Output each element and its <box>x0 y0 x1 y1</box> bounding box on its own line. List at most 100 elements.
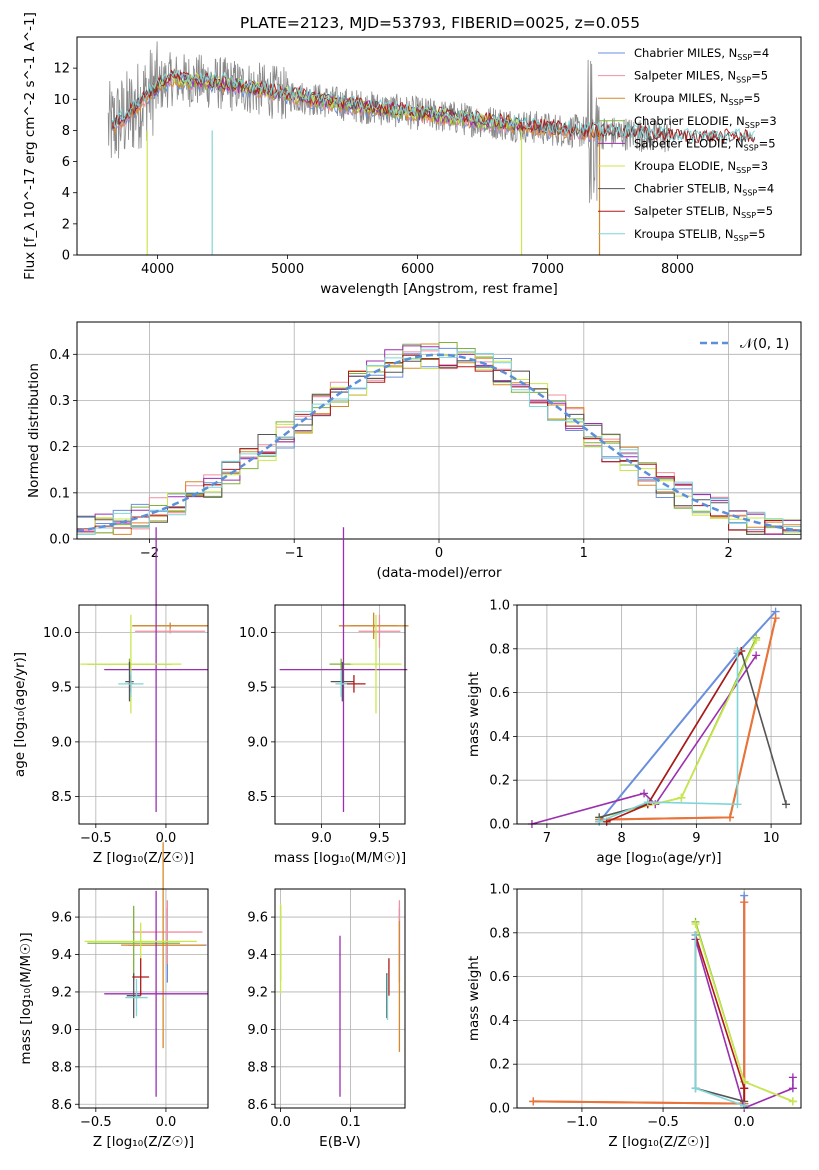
panel-2-ytick-label: 8.5 <box>51 790 72 805</box>
series-marker-salpeter_miles <box>771 614 780 623</box>
legend-label: Salpeter STELIB, NSSP=5 <box>634 204 773 220</box>
legend-label: Kroupa ELODIE, NSSP=3 <box>634 159 768 175</box>
panel-5-xlabel: Z [log₁₀(Z/Z☉)] <box>93 1134 194 1150</box>
series-marker-salpeter_miles <box>529 1097 538 1106</box>
panel-0-ytick-label: 0 <box>62 249 70 264</box>
series-marker-kroupa_stelib <box>643 798 652 807</box>
panel-6-points <box>279 900 401 1097</box>
panel-0-legend: Chabrier MILES, NSSP=4 Salpeter MILES, NS… <box>598 46 777 243</box>
panel-1-xlabel: (data-model)/error <box>376 565 502 581</box>
panel-6-ytick-label: 9.4 <box>247 948 268 963</box>
panel-2-ylabel: age [log₁₀(age/yr)] <box>12 652 28 777</box>
panel-2-ytick-label: 9.5 <box>51 681 72 696</box>
series-marker-salpeter_elodie <box>640 789 649 798</box>
panel-1-ytick-label: 0.1 <box>49 486 70 501</box>
series-marker-kroupa_stelib <box>733 646 742 655</box>
legend-label: Chabrier STELIB, NSSP=4 <box>634 182 774 198</box>
panel-3-ytick-label: 10.0 <box>239 626 268 641</box>
panel-5-ytick-label: 9.2 <box>51 985 72 1000</box>
panel-7-ytick-label: 0.0 <box>489 1102 510 1117</box>
panel-3-frame <box>274 604 406 825</box>
panel-1-xtick-label: 2 <box>724 546 732 561</box>
panel-4-lines <box>527 607 791 828</box>
panel-5-points <box>84 842 208 1097</box>
panel-6-ytick-label: 9.0 <box>247 1023 268 1038</box>
panel-0-ytick-label: 8 <box>62 124 70 139</box>
series-line-salpeter_elodie <box>694 939 794 1110</box>
panel-4-ytick-label: 0.8 <box>489 642 510 657</box>
panel-0-ytick-label: 10 <box>53 93 70 108</box>
panel-1-ytick-label: 0.4 <box>49 348 70 363</box>
series-marker-kroupa_stelib <box>733 800 742 809</box>
legend-label: Salpeter MILES, NSSP=5 <box>634 69 768 85</box>
panel-5-ytick-label: 8.8 <box>51 1060 72 1075</box>
series-line-kroupa_miles <box>533 902 746 1105</box>
legend-label: Kroupa MILES, NSSP=5 <box>634 91 760 107</box>
panel-4-ytick-label: 0.2 <box>489 774 510 789</box>
panel-0-xtick-label: 4000 <box>141 262 174 277</box>
panel-1-xtick-label: 0 <box>435 546 443 561</box>
panel-2-xtick-label: −0.5 <box>80 831 112 846</box>
panel-7-xtick-label: −0.5 <box>647 1115 679 1130</box>
panel-4-xlabel: age [log₁₀(age/yr)] <box>596 850 721 866</box>
panel-0-xtick-label: 5000 <box>271 262 304 277</box>
panel-3-points <box>279 527 409 812</box>
panel-4-xtick-label: 7 <box>543 831 551 846</box>
panel-3-axes <box>271 605 405 828</box>
series-line-chabrier_miles <box>598 610 777 823</box>
panel-5-xtick-label: −0.5 <box>80 1115 112 1130</box>
panel-2-points <box>80 527 208 812</box>
panel-7-xtick-label: 0.0 <box>734 1115 755 1130</box>
panel-5-ylabel: mass [log₁₀(M/M☉)] <box>18 932 34 1064</box>
panel-6-axes <box>271 889 405 1112</box>
series-marker-salpeter_elodie <box>752 651 761 660</box>
panel-7-axes <box>513 888 801 1112</box>
series-marker-kroupa_elodie <box>677 793 686 802</box>
panel-7-ytick-label: 1.0 <box>489 883 510 898</box>
series-line-kroupa_stelib <box>598 651 739 823</box>
legend-label: Chabrier ELODIE, NSSP=3 <box>634 114 777 130</box>
series-marker-salpeter_elodie <box>788 1084 797 1093</box>
panel-6-ytick-label: 8.8 <box>247 1060 268 1075</box>
series-marker-salpeter_miles <box>726 813 734 822</box>
panel-1-xtick-label: −1 <box>285 546 304 561</box>
series-marker-kroupa_stelib <box>691 1084 700 1093</box>
panel-6-ytick-label: 9.6 <box>247 911 268 926</box>
panel-7-xtick-label: −1.0 <box>566 1115 598 1130</box>
panel-7-xlabel: Z [log₁₀(Z/Z☉)] <box>608 1134 709 1150</box>
panel-3-ytick-label: 8.5 <box>247 790 268 805</box>
panel-6-ytick-label: 8.6 <box>247 1098 268 1113</box>
series-marker-kroupa_stelib <box>691 930 700 939</box>
legend-label: Chabrier MILES, NSSP=4 <box>634 46 769 62</box>
panel-5-ytick-label: 9.4 <box>51 948 72 963</box>
panel-0-xtick-label: 7000 <box>531 262 564 277</box>
panel-4-ytick-label: 1.0 <box>489 599 510 614</box>
panel-5-ytick-label: 8.6 <box>51 1098 72 1113</box>
series-marker-salpeter_elodie <box>788 1073 797 1082</box>
panel-0-ytick-label: 12 <box>53 62 70 77</box>
panel-4-ytick-label: 0.0 <box>489 818 510 833</box>
panel-6-xtick-label: 0.0 <box>270 1115 291 1130</box>
panel-7-frame <box>516 888 802 1109</box>
panel-7-lines <box>529 891 797 1112</box>
panel-0-curves <box>107 41 756 255</box>
panel-4-ytick-label: 0.6 <box>489 686 510 701</box>
panel-5-frame <box>78 888 209 1109</box>
observed-spectrum <box>107 41 672 203</box>
series-line-chabrier_stelib <box>598 649 787 819</box>
panel-2-ytick-label: 10.0 <box>43 626 72 641</box>
series-line-kroupa_elodie <box>599 639 757 819</box>
panel-0-xtick-label: 6000 <box>401 262 434 277</box>
panel-0-frame <box>76 36 802 256</box>
panel-4-xtick-label: 9 <box>692 831 700 846</box>
histogram-kroupa_stelib <box>77 348 801 535</box>
panel-3-ytick-label: 9.5 <box>247 681 268 696</box>
legend-label: Kroupa STELIB, NSSP=5 <box>634 227 765 243</box>
panel-7-ytick-label: 0.6 <box>489 970 510 985</box>
panel-2-xlabel: Z [log₁₀(Z/Z☉)] <box>93 850 194 866</box>
panel-6-ytick-label: 9.2 <box>247 985 268 1000</box>
panel-7-ytick-label: 0.4 <box>489 1014 510 1029</box>
series-line-salpeter_miles <box>533 902 746 1105</box>
panel-0-ytick-label: 2 <box>62 217 70 232</box>
panel-6-xtick-label: 0.1 <box>340 1115 361 1130</box>
